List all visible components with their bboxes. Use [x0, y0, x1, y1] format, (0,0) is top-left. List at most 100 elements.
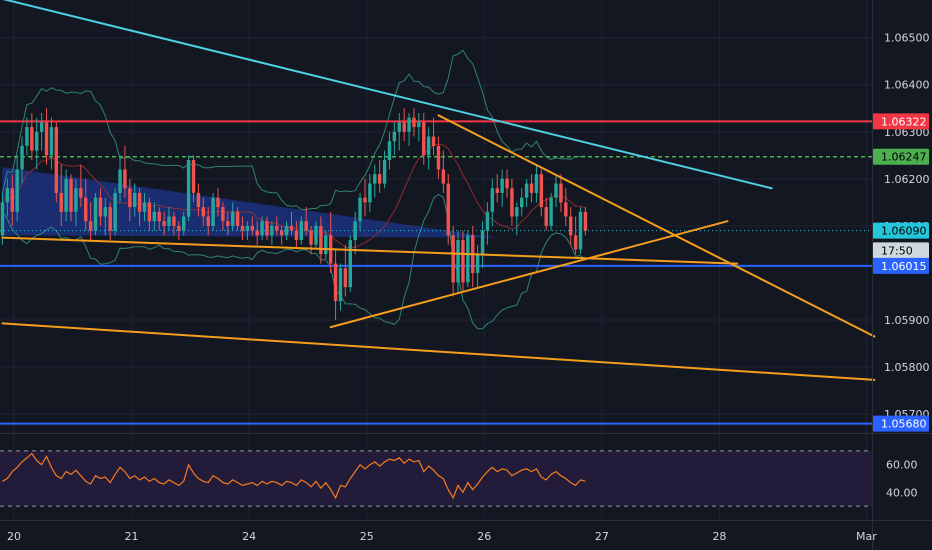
candle-body	[255, 230, 259, 236]
rsi-line	[2, 452, 586, 500]
candle-body	[181, 216, 186, 231]
candle-body	[275, 225, 279, 231]
candle-body	[314, 225, 318, 245]
candle-body	[304, 221, 308, 231]
candle-body	[221, 207, 225, 222]
candle-body	[235, 211, 240, 226]
candle-body	[118, 169, 122, 193]
time-tick-label: 24	[242, 530, 256, 543]
time-tick-label: 21	[125, 530, 139, 543]
candle-body	[240, 225, 245, 231]
candle-body	[265, 221, 269, 236]
candle-body	[10, 188, 14, 212]
candle-body	[466, 235, 470, 283]
candle-body	[505, 178, 509, 189]
candle-body	[554, 183, 558, 198]
candle-body	[569, 216, 573, 236]
candle-body	[113, 192, 117, 231]
candle-body	[128, 188, 132, 208]
candle-body	[137, 192, 142, 212]
candle-body	[245, 225, 250, 231]
candle-body	[123, 169, 127, 189]
time-tick-label: Mar	[856, 530, 877, 543]
candle-body	[133, 192, 137, 208]
candle-body	[431, 136, 436, 146]
candle-body	[98, 197, 103, 217]
price-tick-label: 1.06200	[884, 173, 930, 186]
candle-body	[49, 127, 54, 156]
candle-body	[0, 202, 5, 236]
trend-line	[2, 0, 773, 190]
candle-body	[309, 230, 313, 245]
time-tick-label: 25	[360, 530, 374, 543]
price-label-badge	[873, 415, 929, 432]
candle-body	[564, 202, 568, 217]
candle-body	[216, 197, 220, 208]
candle-body	[108, 207, 112, 231]
trend-line	[329, 220, 729, 329]
candle-body	[157, 211, 161, 222]
price-tick-label: 1.06400	[884, 79, 930, 92]
candle-body	[534, 174, 539, 193]
candle-body	[142, 202, 147, 212]
candle-body	[446, 183, 450, 236]
candle-body	[441, 169, 446, 184]
price-label-badge	[873, 242, 929, 259]
candle-body	[475, 254, 480, 273]
price-label-text: 1.06322	[881, 115, 927, 128]
candle-body	[230, 211, 235, 226]
time-tick-label: 26	[477, 530, 491, 543]
price-label-text: 1.06090	[881, 225, 927, 238]
candle-body	[59, 192, 63, 212]
candle-body	[456, 240, 460, 283]
candle-body	[358, 197, 362, 222]
candle-body	[402, 122, 406, 132]
candle-body	[573, 235, 578, 250]
candle-body	[485, 211, 490, 231]
price-tick-label: 1.05800	[884, 361, 930, 374]
candle-body	[387, 141, 392, 161]
candle-body	[583, 211, 588, 231]
candle-body	[226, 221, 230, 226]
candle-body	[319, 225, 323, 255]
candle-body	[186, 160, 191, 217]
candle-body	[79, 188, 83, 198]
rsi-tick-label: 40.00	[886, 486, 918, 499]
price-label-text: 17:50	[881, 244, 913, 257]
candle-body	[84, 197, 88, 222]
candle-body	[172, 216, 176, 226]
price-label-badge	[873, 222, 929, 239]
candle-body	[250, 225, 255, 231]
candle-body	[524, 183, 529, 198]
candle-body	[422, 122, 426, 156]
time-tick-label: 20	[7, 530, 21, 543]
candle-body	[549, 197, 553, 226]
candle-body	[167, 216, 171, 226]
candle-body	[397, 122, 401, 132]
trend-line	[1, 322, 876, 381]
candle-body	[44, 122, 49, 156]
time-tick-label: 28	[712, 530, 726, 543]
trend-line	[437, 114, 876, 338]
candle-body	[529, 183, 534, 193]
time-tick-label: 27	[595, 530, 609, 543]
upper-band-line	[1, 49, 586, 211]
candle-body	[103, 207, 108, 217]
candle-body	[338, 268, 343, 302]
candle-body	[30, 127, 34, 151]
price-tick-label: 1.06500	[884, 32, 930, 45]
candle-body	[270, 225, 274, 236]
candle-body	[333, 263, 338, 302]
candle-body	[377, 174, 382, 184]
candle-body	[88, 221, 93, 231]
candle-body	[363, 197, 367, 203]
candle-body	[162, 221, 166, 226]
candle-body	[495, 188, 499, 193]
candle-body	[373, 174, 377, 184]
lower-band-line	[1, 193, 586, 330]
candle-body	[461, 240, 465, 283]
candle-body	[539, 174, 544, 208]
candle-body	[299, 221, 303, 241]
price-label-text: 1.05680	[881, 418, 927, 431]
